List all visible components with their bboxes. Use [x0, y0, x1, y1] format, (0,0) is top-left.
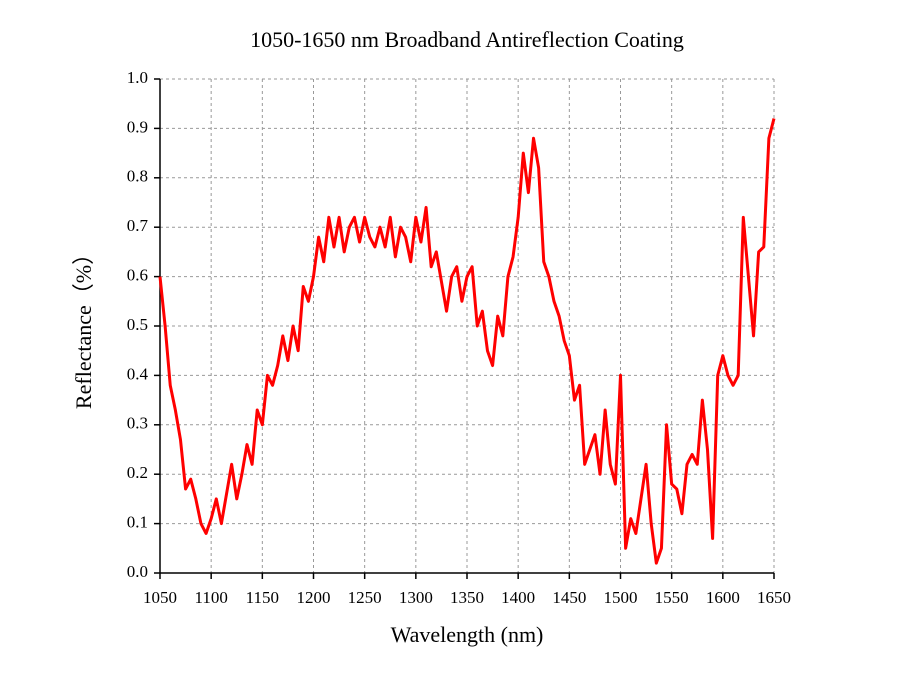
x-tick-label: 1450 [552, 588, 586, 607]
y-tick-label: 0.0 [127, 562, 148, 581]
y-tick-label: 0.7 [127, 216, 149, 235]
y-tick-label: 0.1 [127, 513, 148, 532]
y-axis-label: Reflectance（%） [71, 243, 96, 409]
y-tick-label: 0.9 [127, 117, 148, 136]
x-tick-label: 1650 [757, 588, 791, 607]
y-tick-label: 0.3 [127, 414, 148, 433]
x-tick-label: 1550 [655, 588, 689, 607]
x-tick-label: 1500 [604, 588, 638, 607]
x-tick-label: 1100 [194, 588, 227, 607]
chart-title: 1050-1650 nm Broadband Antireflection Co… [250, 27, 684, 52]
y-tick-label: 1.0 [127, 68, 148, 87]
y-tick-label: 0.5 [127, 315, 148, 334]
x-tick-label: 1350 [450, 588, 484, 607]
x-tick-label: 1300 [399, 588, 433, 607]
y-tick-label: 0.8 [127, 167, 148, 186]
data-line [158, 118, 776, 565]
x-axis-label: Wavelength (nm) [391, 622, 544, 647]
y-tick-label: 0.6 [127, 266, 148, 285]
y-tick-label: 0.2 [127, 463, 148, 482]
x-tick-label: 1150 [246, 588, 279, 607]
x-tick-label: 1400 [501, 588, 535, 607]
x-tick-label: 1250 [348, 588, 382, 607]
y-tick-label: 0.4 [127, 364, 149, 383]
x-tick-label: 1600 [706, 588, 740, 607]
x-tick-label: 1050 [143, 588, 177, 607]
x-tick-label: 1200 [297, 588, 331, 607]
